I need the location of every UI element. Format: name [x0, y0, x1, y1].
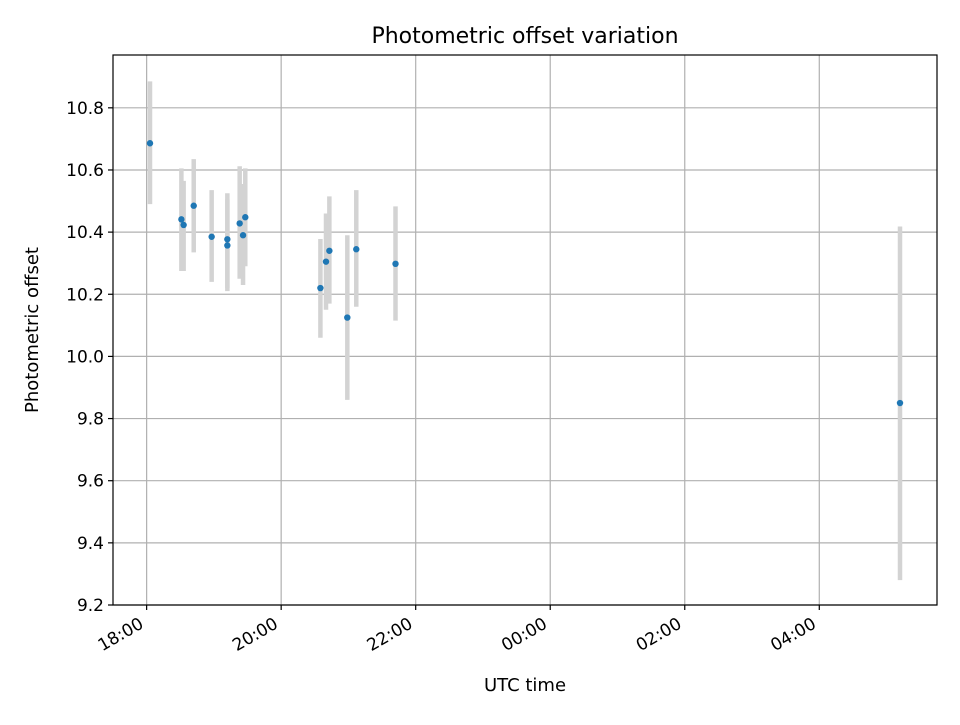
data-point	[190, 202, 197, 209]
y-tick-label: 10.8	[66, 99, 104, 119]
data-point	[353, 246, 360, 253]
data-point	[208, 233, 215, 240]
x-axis-label: UTC time	[484, 675, 566, 696]
data-point	[392, 260, 399, 268]
y-tick-label: 10.0	[66, 347, 104, 367]
data-point	[322, 258, 330, 265]
data-point	[317, 284, 324, 292]
y-tick-label: 9.4	[77, 534, 104, 554]
data-point	[224, 236, 231, 243]
y-tick-label: 10.4	[66, 223, 104, 243]
data-point	[236, 220, 243, 227]
data-points	[146, 140, 904, 407]
data-point	[242, 214, 249, 221]
data-point	[326, 247, 333, 254]
data-point	[896, 399, 904, 407]
y-tick-label: 10.6	[66, 161, 104, 181]
y-tick-label: 9.8	[77, 410, 104, 430]
data-point	[180, 221, 187, 229]
data-point	[239, 232, 247, 239]
grid-lines	[113, 55, 937, 606]
data-point	[344, 314, 351, 321]
plot-area-frame	[112, 54, 938, 606]
data-point	[178, 216, 185, 223]
data-point	[224, 242, 231, 249]
data-point	[146, 140, 154, 147]
y-axis-label: Photometric offset	[22, 247, 43, 413]
chart-title: Photometric offset variation	[371, 24, 678, 49]
y-tick-label: 9.6	[77, 472, 104, 492]
y-tick-label: 10.2	[66, 285, 104, 305]
y-tick-label: 9.2	[77, 596, 104, 616]
